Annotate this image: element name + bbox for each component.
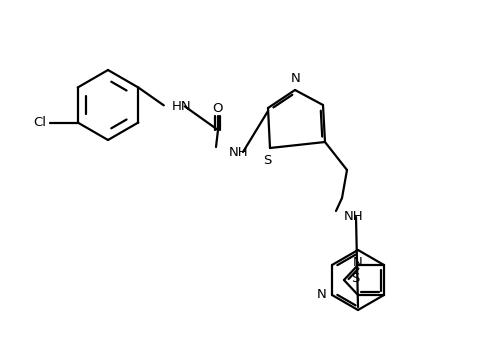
- Text: S: S: [351, 272, 359, 285]
- Text: N: N: [291, 72, 301, 85]
- Text: NH: NH: [344, 209, 364, 222]
- Text: N: N: [353, 256, 363, 269]
- Text: Cl: Cl: [33, 116, 46, 129]
- Text: S: S: [263, 154, 271, 167]
- Text: N: N: [316, 289, 326, 302]
- Text: O: O: [213, 101, 223, 114]
- Text: HN: HN: [172, 100, 191, 113]
- Text: NH: NH: [229, 145, 249, 158]
